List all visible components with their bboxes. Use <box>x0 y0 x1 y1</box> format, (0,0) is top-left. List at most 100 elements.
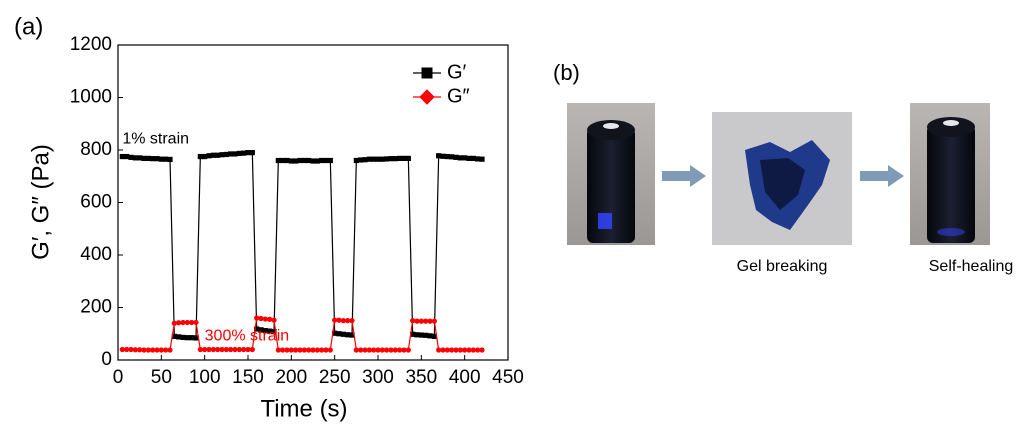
data-point <box>332 330 338 336</box>
data-point <box>479 156 485 162</box>
data-point <box>215 346 221 353</box>
data-point <box>301 347 307 353</box>
data-point <box>271 329 277 335</box>
data-point <box>462 155 468 161</box>
data-point <box>340 331 346 337</box>
data-point <box>167 347 173 353</box>
legend-marker <box>421 67 433 79</box>
data-point <box>223 346 229 353</box>
data-point <box>345 318 351 324</box>
data-point <box>241 346 247 353</box>
data-point <box>167 156 173 163</box>
data-point <box>128 154 134 160</box>
data-point <box>384 156 390 162</box>
data-point <box>310 158 316 164</box>
arrow <box>662 165 706 187</box>
data-point <box>466 347 472 353</box>
x-tick-label: 250 <box>319 367 351 388</box>
data-point <box>158 156 164 162</box>
x-tick-label: 350 <box>405 367 437 388</box>
data-point <box>314 347 320 353</box>
panel-label: (a) <box>14 13 43 40</box>
data-point <box>171 320 177 326</box>
data-point <box>327 157 333 164</box>
data-point <box>193 335 199 341</box>
arrow <box>860 165 904 187</box>
data-point <box>293 347 299 353</box>
data-point <box>388 347 394 353</box>
data-point <box>314 158 320 164</box>
data-point <box>206 346 212 353</box>
data-point <box>210 152 216 158</box>
data-point <box>418 332 424 338</box>
data-point <box>431 333 437 339</box>
series-line <box>122 152 483 339</box>
data-point <box>431 318 437 324</box>
x-tick-label: 100 <box>189 367 221 388</box>
photo-caption: Gel breaking <box>737 258 828 275</box>
y-tick-label: 200 <box>80 297 112 318</box>
data-point <box>362 347 368 353</box>
data-point <box>171 333 177 339</box>
data-point <box>267 328 273 334</box>
data-point <box>427 318 433 324</box>
data-point <box>150 347 156 353</box>
data-point <box>453 154 459 160</box>
data-point <box>293 158 299 164</box>
data-point <box>128 346 134 353</box>
data-point <box>340 318 346 324</box>
data-point <box>379 347 385 353</box>
data-point <box>241 150 247 156</box>
data-point <box>163 347 169 353</box>
data-point <box>249 150 255 156</box>
data-point <box>271 317 277 323</box>
data-point <box>453 347 459 353</box>
data-point <box>418 318 424 324</box>
data-point <box>280 347 286 353</box>
data-point <box>449 154 455 160</box>
data-point <box>206 153 212 159</box>
data-point <box>297 347 303 353</box>
data-point <box>154 156 160 162</box>
x-tick-label: 450 <box>492 367 524 388</box>
data-point <box>410 331 416 337</box>
data-point <box>119 346 125 353</box>
data-point <box>371 156 377 162</box>
data-point <box>288 347 294 353</box>
legend-label: G′ <box>447 61 467 83</box>
photo <box>910 103 990 245</box>
data-point <box>475 156 481 162</box>
data-point <box>150 156 156 162</box>
data-point <box>249 346 255 353</box>
y-tick-label: 0 <box>101 349 112 370</box>
data-point <box>197 153 203 160</box>
data-point <box>154 347 160 353</box>
data-point <box>189 335 195 341</box>
data-point <box>193 319 199 326</box>
data-point <box>401 347 407 353</box>
data-point <box>124 153 130 160</box>
data-point <box>301 157 307 164</box>
data-point <box>397 347 403 353</box>
data-point <box>284 347 290 353</box>
data-point <box>197 346 203 353</box>
data-point <box>124 346 130 353</box>
data-point <box>254 315 260 321</box>
data-point <box>427 333 433 339</box>
data-point <box>275 157 281 164</box>
data-point <box>262 316 268 322</box>
data-point <box>267 316 273 322</box>
data-point <box>228 151 234 157</box>
data-point <box>410 318 416 324</box>
data-point <box>327 347 333 353</box>
data-point <box>362 157 368 163</box>
data-point <box>232 151 238 157</box>
data-point <box>423 332 429 338</box>
x-axis-title: Time (s) <box>260 395 347 422</box>
data-point <box>180 334 186 341</box>
data-point <box>210 346 216 353</box>
data-point <box>184 319 190 326</box>
data-point <box>184 335 190 341</box>
x-tick-label: 50 <box>151 367 172 388</box>
